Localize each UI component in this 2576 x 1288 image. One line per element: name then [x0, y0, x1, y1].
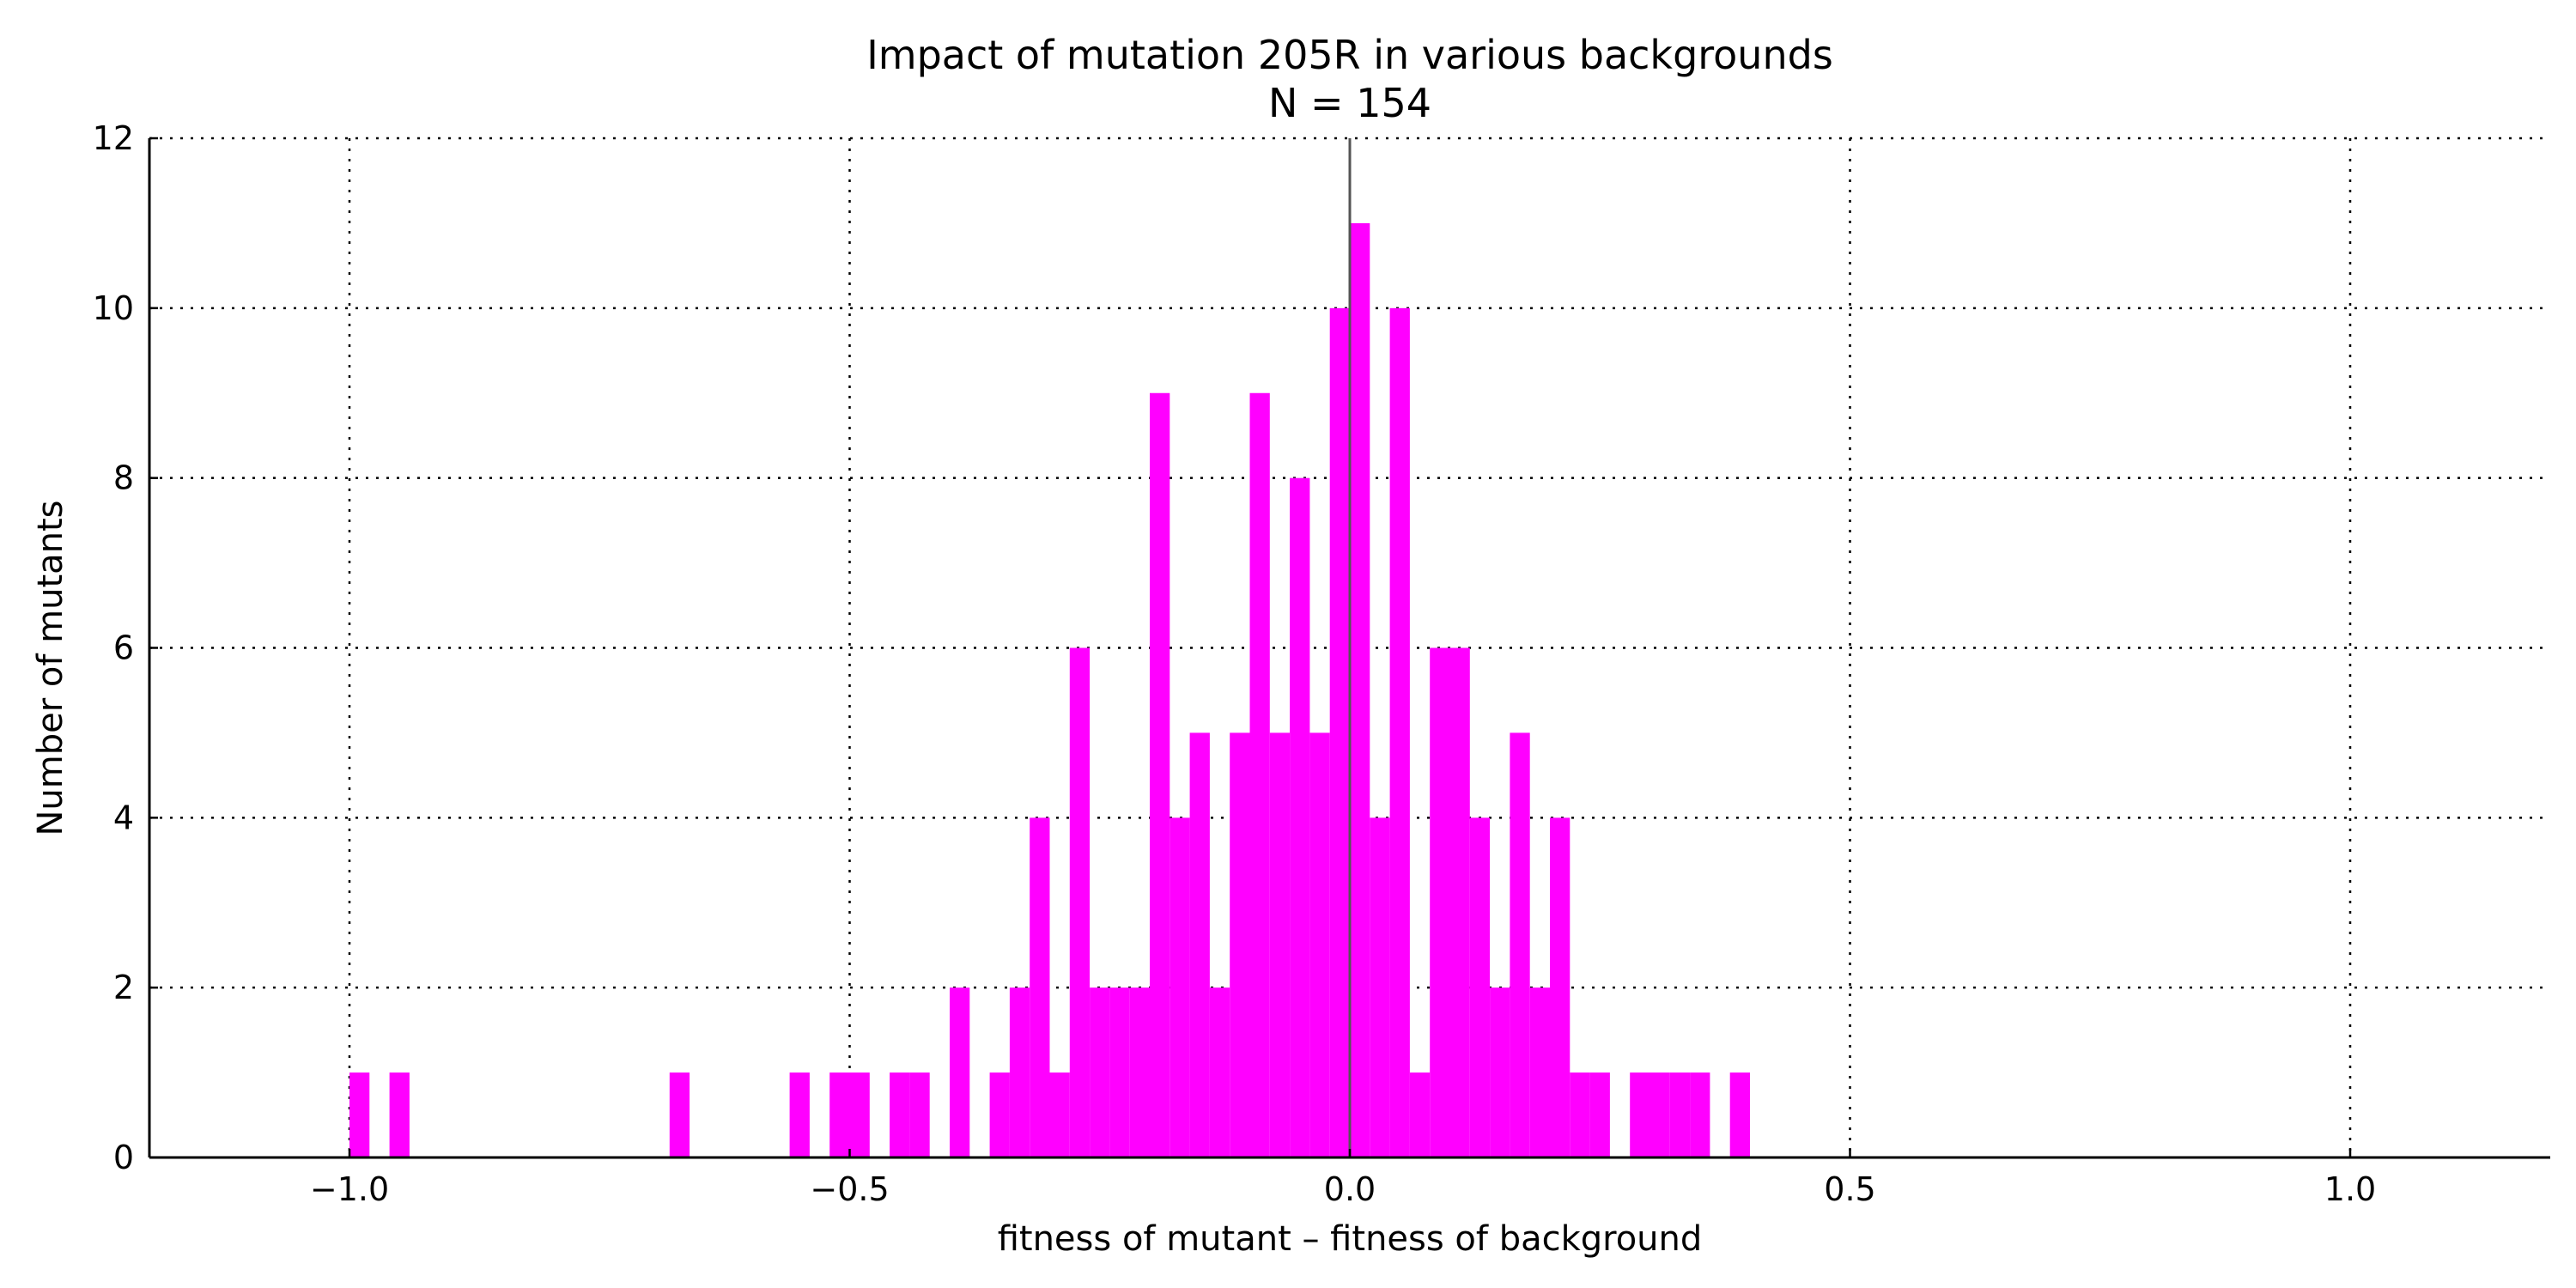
histogram-bar	[1449, 647, 1470, 1157]
y-tick-label: 10	[93, 289, 134, 327]
histogram-bar	[389, 1072, 410, 1157]
y-tick-label: 0	[113, 1139, 134, 1176]
axes	[148, 137, 2550, 1159]
y-tick-label: 8	[113, 459, 134, 497]
histogram-bars	[349, 222, 1750, 1158]
histogram-bar	[1189, 732, 1210, 1157]
x-axis-label: fitness of mutant – fitness of backgroun…	[998, 1219, 1703, 1259]
histogram-bar	[1529, 987, 1550, 1157]
histogram-bar	[1510, 732, 1530, 1157]
histogram-bar	[1230, 732, 1250, 1157]
histogram-bar	[1049, 1072, 1070, 1157]
y-axis-label: Number of mutants	[31, 500, 70, 835]
histogram-bar	[1389, 307, 1410, 1157]
grid-lines	[149, 137, 2550, 1157]
tick-labels: 0 2 4 6 8 10 12 −1.0 −0.5 0.0 0.5 1.0	[93, 119, 2377, 1208]
x-tick-label: 0.0	[1324, 1170, 1376, 1208]
histogram-bar	[1490, 987, 1510, 1157]
x-tick-label: −1.0	[310, 1170, 389, 1208]
histogram-bar	[1069, 647, 1091, 1157]
histogram-bar	[789, 1072, 810, 1157]
histogram-bar	[1309, 732, 1330, 1157]
histogram-bar	[349, 1072, 370, 1157]
histogram-bar	[1109, 987, 1130, 1157]
histogram-bar	[1630, 1072, 1650, 1157]
histogram-bar	[1269, 732, 1291, 1157]
histogram-bar	[1150, 392, 1170, 1157]
histogram-bar	[1430, 647, 1450, 1157]
histogram-bar	[1329, 307, 1350, 1157]
histogram-bar	[1129, 987, 1150, 1157]
histogram-bar	[1690, 1072, 1710, 1157]
histogram-bar	[1570, 1072, 1590, 1157]
histogram-bar	[1170, 817, 1190, 1157]
histogram-bar	[890, 1072, 910, 1157]
histogram-bar	[909, 1072, 930, 1157]
histogram-bar	[1209, 987, 1230, 1157]
x-tick-label: 0.5	[1824, 1170, 1875, 1208]
histogram-bar	[1669, 1072, 1691, 1157]
chart-subtitle: N = 154	[1268, 80, 1431, 126]
histogram-bar	[849, 1072, 870, 1157]
histogram-bar	[1469, 817, 1491, 1157]
x-tick-label: −0.5	[810, 1170, 889, 1208]
y-tick-label: 6	[113, 629, 134, 667]
chart-title: Impact of mutation 205R in various backg…	[866, 32, 1833, 78]
histogram-bar	[1589, 1072, 1610, 1157]
histogram-bar	[1649, 1072, 1670, 1157]
y-tick-label: 12	[93, 119, 134, 157]
histogram-bar	[1009, 987, 1030, 1157]
histogram-bar	[1370, 817, 1390, 1157]
histogram-bar	[950, 987, 970, 1157]
histogram-bar	[1409, 1072, 1431, 1157]
histogram-bar	[669, 1072, 690, 1157]
y-tick-label: 4	[113, 799, 134, 836]
y-tick-label: 2	[113, 969, 134, 1006]
histogram-bar	[1290, 477, 1310, 1157]
histogram-bar	[1030, 817, 1050, 1157]
histogram-bar	[1350, 222, 1370, 1158]
histogram-bar	[829, 1072, 850, 1157]
histogram-bar	[989, 1072, 1010, 1157]
histogram-bar	[1550, 817, 1571, 1157]
histogram-bar	[1090, 987, 1110, 1157]
x-tick-label: 1.0	[2324, 1170, 2376, 1208]
histogram-bar	[1729, 1072, 1750, 1157]
histogram-bar	[1249, 392, 1270, 1157]
